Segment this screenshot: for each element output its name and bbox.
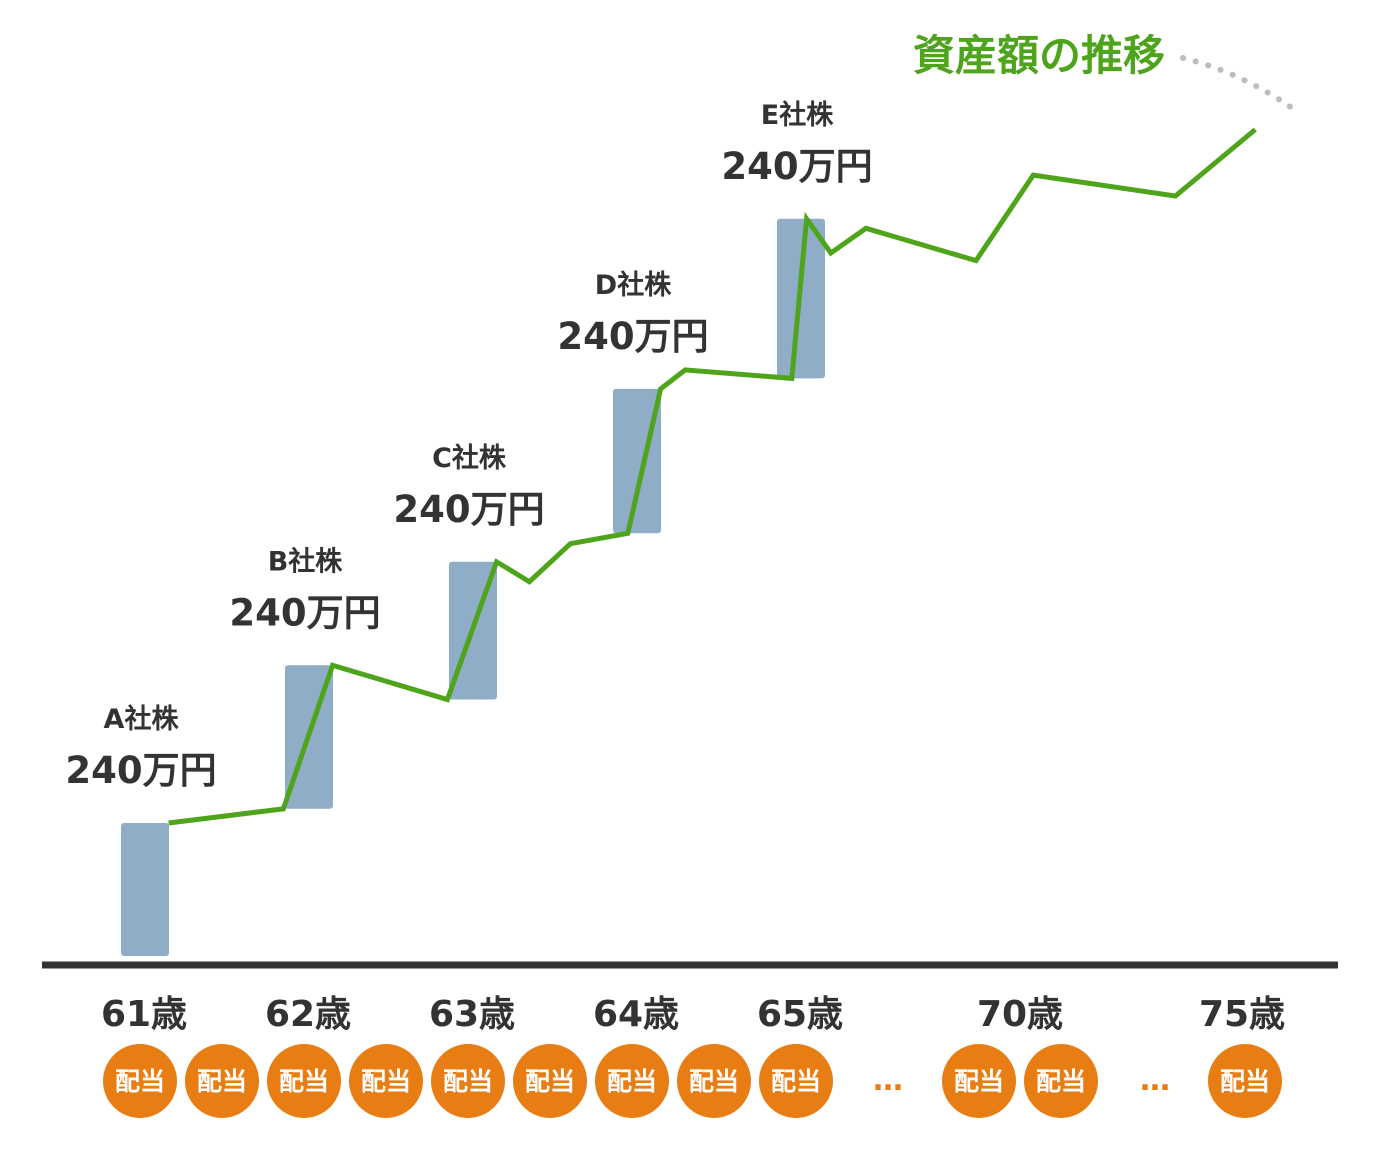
series-title: 資産額の推移 [913,31,1165,80]
dividend-badge-label: 配当 [525,1067,575,1096]
age-tick-label: 61歳 [101,994,187,1035]
age-tick-label: 62歳 [265,994,351,1035]
series-title-leader [1180,55,1295,111]
stock-amount-label: 240万円 [229,591,380,634]
age-tick-label: 65歳 [757,994,843,1035]
dividend-badge-circle [1208,1044,1282,1118]
stock-name-label: B社株 [268,545,344,577]
dividend-badge-label: 配当 [607,1067,657,1096]
dividend-badge-label: 配当 [771,1067,821,1096]
stock-amount-label: 240万円 [721,145,872,188]
age-tick-label: 64歳 [593,994,679,1035]
dividend-badge: 配当 [595,1044,669,1118]
dividend-badge-circle [595,1044,669,1118]
dividend-badge-label: 配当 [361,1067,411,1096]
dividend-badges: 配当 配当 配当 配当 配当 配当 配当 配当 配当 … 配当 配当 … 配当 [103,1044,1282,1118]
age-tick-labels: 61歳 62歳 63歳 64歳 65歳 70歳 75歳 [101,994,1285,1035]
dividend-badge-label: 配当 [115,1067,165,1096]
stock-name-label: A社株 [104,703,180,735]
dividend-badge-circle [1024,1044,1098,1118]
age-tick-label: 70歳 [977,994,1063,1035]
dividend-badge-circle [942,1044,1016,1118]
dividend-ellipsis: … [873,1063,903,1098]
dividend-badge-label: 配当 [443,1067,493,1096]
dividend-badge-label: 配当 [197,1067,247,1096]
purchase-labels: A社株 240万円 B社株 240万円 C社株 240万円 D社株 240万円 E社株 240万円 [65,99,872,792]
age-tick-label: 63歳 [429,994,515,1035]
dividend-badge: 配当 [267,1044,341,1118]
dividend-badge: 配当 [942,1044,1016,1118]
dividend-badge: 配当 [431,1044,505,1118]
dividend-badge: 配当 [513,1044,587,1118]
dividend-badge: 配当 [185,1044,259,1118]
dividend-badge-circle [267,1044,341,1118]
dividend-badge-label: 配当 [1220,1067,1270,1096]
asset-line-layer [168,127,1257,826]
stock-name-label: E社株 [761,99,834,131]
dividend-badge-circle [103,1044,177,1118]
dividend-badge: 配当 [103,1044,177,1118]
dividend-badge: 配当 [759,1044,833,1118]
dividend-badge-label: 配当 [279,1067,329,1096]
age-tick-label: 75歳 [1199,994,1285,1035]
purchase-bar [613,388,661,534]
dividend-badge-circle [677,1044,751,1118]
stock-name-label: C社株 [432,442,507,474]
stock-amount-label: 240万円 [557,315,708,358]
dividend-badge: 配当 [1024,1044,1098,1118]
asset-line [168,127,1257,826]
dividend-badge: 配当 [1208,1044,1282,1118]
purchase-bars [121,218,825,956]
dividend-badge-label: 配当 [689,1067,739,1096]
dividend-badge-circle [349,1044,423,1118]
dividend-ellipsis: … [1140,1063,1170,1098]
dividend-badge-label: 配当 [1036,1067,1086,1096]
dividend-badge-circle [759,1044,833,1118]
purchase-bar [121,823,169,956]
dividend-badge: 配当 [349,1044,423,1118]
stock-amount-label: 240万円 [393,488,544,531]
stock-amount-label: 240万円 [65,749,216,792]
stock-name-label: D社株 [595,269,672,301]
dividend-badge: 配当 [677,1044,751,1118]
dividend-badge-label: 配当 [954,1067,1004,1096]
dividend-badge-circle [513,1044,587,1118]
dividend-badge-circle [431,1044,505,1118]
dividend-badge-circle [185,1044,259,1118]
